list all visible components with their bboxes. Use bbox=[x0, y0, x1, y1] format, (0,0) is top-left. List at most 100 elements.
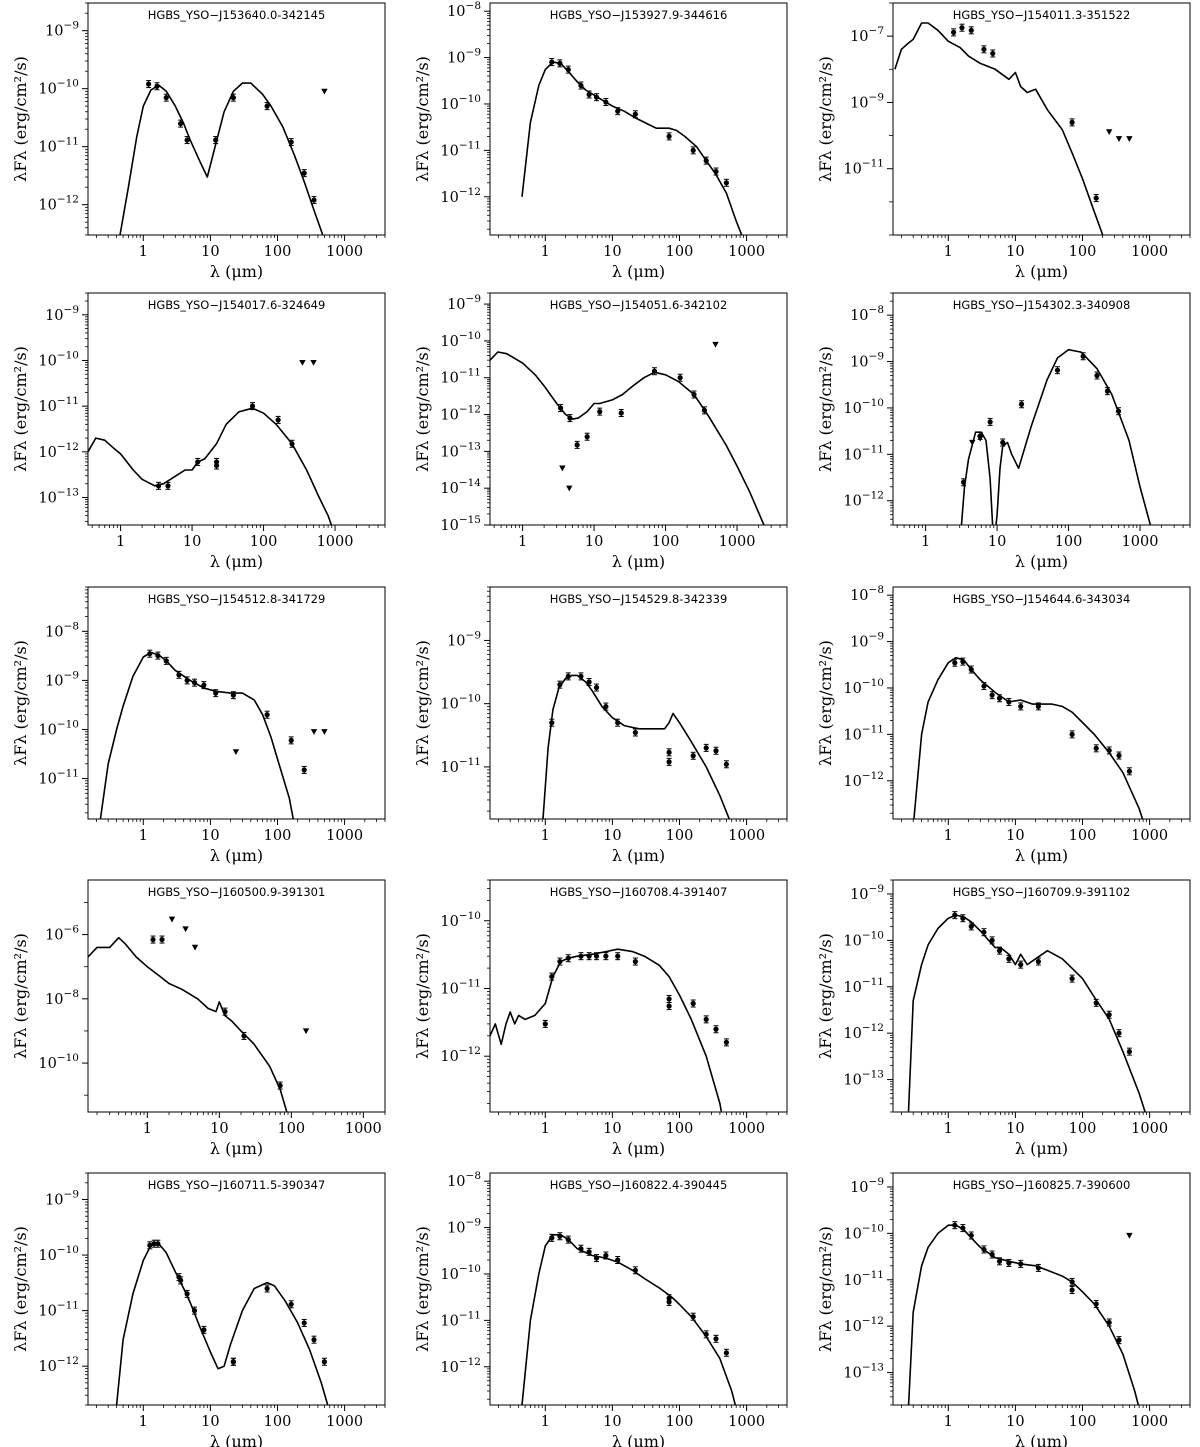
upper-limit-marker bbox=[1126, 1232, 1133, 1239]
panel-title: HGBS_YSO−J154512.8-341729 bbox=[148, 592, 326, 606]
x-tick-label: 1000 bbox=[1131, 1414, 1168, 1430]
model-sed-line bbox=[960, 348, 1152, 525]
y-tick-label: 10−8 bbox=[447, 1170, 481, 1190]
y-tick-label: 10−10 bbox=[38, 1052, 79, 1072]
y-tick-label: 10−9 bbox=[45, 1189, 79, 1209]
photometry-point bbox=[586, 679, 592, 685]
y-tick-label: 10−8 bbox=[45, 620, 79, 640]
photometry-point bbox=[301, 1320, 307, 1326]
y-tick-label: 10−10 bbox=[843, 929, 884, 949]
photometry-point bbox=[996, 948, 1003, 954]
y-tick-label: 10−11 bbox=[38, 1300, 79, 1320]
x-tick-label: 100 bbox=[1069, 1414, 1097, 1430]
x-tick-label: 1000 bbox=[345, 1121, 382, 1137]
upper-limit-marker bbox=[310, 359, 317, 366]
photometry-point bbox=[603, 953, 609, 959]
y-tick-label: 10−11 bbox=[38, 395, 79, 415]
photometry-point bbox=[666, 759, 672, 765]
plot-frame bbox=[489, 1172, 788, 1406]
x-tick-label: 100 bbox=[264, 244, 292, 260]
x-tick-label: 1000 bbox=[326, 828, 363, 844]
panel-title: HGBS_YSO−J160711.5-390347 bbox=[148, 1178, 326, 1192]
x-tick-label: 1 bbox=[143, 1121, 152, 1137]
photometry-point bbox=[178, 120, 184, 127]
x-tick-label: 1 bbox=[921, 534, 930, 550]
model-sed-line bbox=[907, 1224, 1140, 1405]
y-tick-label: 10−11 bbox=[440, 139, 481, 159]
panel-title: HGBS_YSO−J154644.6-343034 bbox=[953, 592, 1131, 606]
plot-frame bbox=[892, 879, 1191, 1113]
photometry-point bbox=[690, 1000, 696, 1007]
photometry-point bbox=[1069, 975, 1075, 982]
panel-title: HGBS_YSO−J154529.8-342339 bbox=[550, 592, 728, 606]
y-tick-label: 10−13 bbox=[38, 486, 79, 506]
sed-panel: HGBS_YSO−J160825.7-390600 1 10 100 1000 10−13… bbox=[816, 1172, 1191, 1447]
y-axis-label: λFλ (erg/cm²/s) bbox=[11, 933, 30, 1059]
y-tick-label: 10−9 bbox=[447, 293, 481, 313]
photometry-point bbox=[288, 1301, 294, 1307]
photometry-point bbox=[666, 749, 672, 755]
photometry-point bbox=[201, 1327, 207, 1333]
y-tick-label: 10−12 bbox=[440, 404, 481, 424]
plot-frame bbox=[87, 879, 386, 1113]
x-tick-label: 1000 bbox=[719, 534, 756, 550]
photometry-point bbox=[301, 170, 307, 176]
plot-frame bbox=[87, 1172, 386, 1406]
photometry-point bbox=[1000, 439, 1006, 446]
y-tick-label: 10−11 bbox=[38, 768, 79, 788]
photometry-point bbox=[968, 923, 974, 930]
x-tick-label: 10 bbox=[1006, 1414, 1024, 1430]
x-tick-label: 1000 bbox=[1122, 534, 1159, 550]
x-axis-label: λ (μm) bbox=[1015, 846, 1068, 865]
photometry-point bbox=[1054, 367, 1061, 373]
x-tick-label: 1000 bbox=[326, 244, 363, 260]
y-tick-label: 10−15 bbox=[440, 514, 481, 534]
y-axis-label: λFλ (erg/cm²/s) bbox=[816, 640, 835, 766]
y-tick-label: 10−11 bbox=[843, 443, 884, 463]
photometry-point bbox=[159, 936, 165, 943]
y-tick-label: 10−11 bbox=[843, 723, 884, 743]
photometry-point bbox=[542, 1021, 548, 1027]
y-tick-label: 10−9 bbox=[45, 20, 79, 40]
photometry-point bbox=[574, 442, 580, 448]
y-axis-label: λFλ (erg/cm²/s) bbox=[816, 56, 835, 182]
photometry-point bbox=[990, 50, 996, 57]
x-tick-label: 1000 bbox=[728, 244, 765, 260]
y-tick-label: 10−10 bbox=[440, 330, 481, 350]
y-axis-label: λFλ (erg/cm²/s) bbox=[11, 640, 30, 766]
photometry-point bbox=[951, 29, 957, 35]
photometry-point bbox=[597, 409, 603, 415]
x-tick-label: 1 bbox=[116, 534, 125, 550]
photometry-point bbox=[1094, 372, 1100, 379]
upper-limit-marker bbox=[299, 359, 306, 366]
x-tick-label: 1 bbox=[944, 244, 953, 260]
y-tick-label: 10−9 bbox=[45, 669, 79, 689]
x-tick-label: 1 bbox=[541, 1121, 550, 1137]
y-axis-label: λFλ (erg/cm²/s) bbox=[413, 933, 432, 1059]
upper-limit-marker bbox=[302, 1028, 310, 1035]
photometry-point bbox=[666, 133, 672, 140]
upper-limit-marker bbox=[1105, 129, 1113, 135]
x-tick-label: 1 bbox=[139, 1414, 148, 1430]
photometry-point bbox=[632, 958, 638, 965]
photometry-point bbox=[981, 46, 987, 52]
y-tick-label: 10−12 bbox=[440, 1356, 481, 1376]
sed-panel: HGBS_YSO−J154529.8-342339 1 10 100 1000 10−11… bbox=[413, 586, 788, 865]
y-tick-label: 10−8 bbox=[850, 304, 884, 324]
x-axis-label: λ (μm) bbox=[210, 1139, 263, 1158]
y-tick-label: 10−12 bbox=[38, 194, 79, 214]
plot-frame bbox=[892, 2, 1191, 236]
upper-limit-marker bbox=[168, 916, 176, 923]
model-sed-line bbox=[490, 948, 723, 1112]
plot-frame bbox=[489, 2, 788, 236]
panel-title: HGBS_YSO−J160500.9-391301 bbox=[148, 885, 326, 899]
x-tick-label: 10 bbox=[1006, 244, 1024, 260]
photometry-point bbox=[987, 419, 993, 425]
photometry-point bbox=[989, 692, 995, 698]
photometry-point bbox=[321, 1359, 327, 1365]
photometry-point bbox=[959, 25, 965, 31]
y-tick-label: 10−9 bbox=[447, 629, 481, 649]
model-sed-line bbox=[521, 1234, 737, 1405]
panel-title: HGBS_YSO−J160825.7-390600 bbox=[953, 1178, 1131, 1192]
photometry-point bbox=[230, 1359, 236, 1365]
